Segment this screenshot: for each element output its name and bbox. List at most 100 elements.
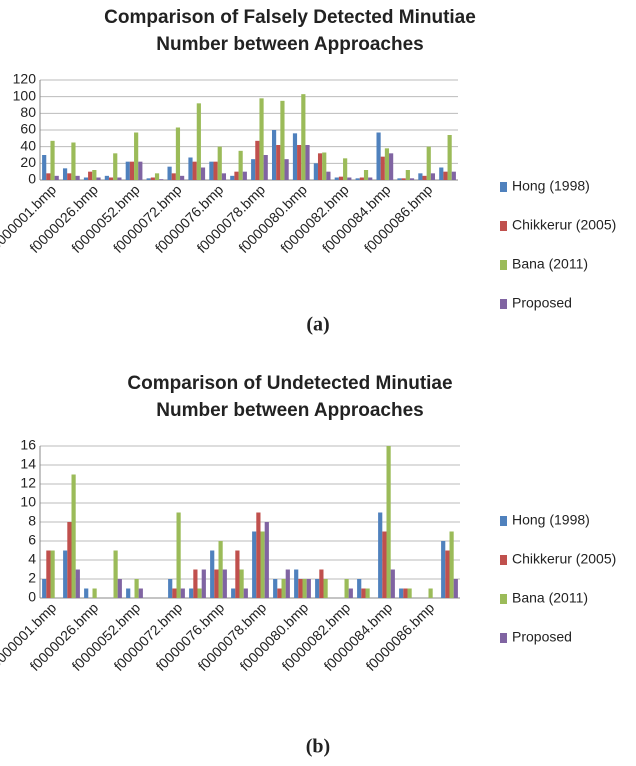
bar (154, 173, 160, 180)
y-tick-label: 16 (20, 437, 36, 453)
y-tick-label: 80 (20, 104, 36, 120)
y-tick-label: 2 (28, 570, 36, 586)
bar (171, 173, 176, 180)
bar (167, 166, 172, 180)
bar (126, 588, 131, 598)
bar (317, 153, 323, 180)
bar (259, 98, 264, 180)
bar (217, 146, 222, 180)
bar (334, 177, 339, 180)
bar (251, 159, 256, 180)
bar (382, 531, 387, 598)
legend-label: Hong (1998) (512, 178, 590, 194)
caption: (a) (306, 314, 329, 336)
bar (113, 153, 118, 180)
bar (230, 175, 235, 180)
bar (380, 156, 385, 180)
bar (306, 579, 311, 598)
bar (92, 170, 97, 180)
bar (50, 140, 55, 180)
bar (273, 579, 278, 598)
bar (401, 178, 406, 180)
bar (96, 177, 101, 180)
bar (365, 588, 370, 598)
bar (445, 550, 450, 598)
bar (62, 168, 68, 180)
bar (428, 588, 433, 598)
legend-label: Chikkerur (2005) (512, 551, 616, 567)
bar (222, 569, 227, 598)
chart-title: Comparison of Falsely Detected Minutiae (104, 7, 476, 28)
legend-label: Bana (2011) (512, 590, 588, 606)
legend-label: Proposed (512, 629, 572, 645)
bar (271, 130, 277, 180)
bar (451, 171, 456, 180)
bar (347, 177, 352, 180)
y-tick-label: 40 (20, 137, 36, 153)
bar (285, 569, 290, 598)
bar (294, 569, 299, 598)
bar (200, 167, 206, 180)
legend-swatch (500, 260, 507, 270)
chart-title: Number between Approaches (156, 400, 423, 421)
y-tick-label: 8 (28, 513, 36, 529)
bar (231, 588, 236, 598)
bar (292, 133, 298, 180)
bar (441, 541, 446, 598)
bar (386, 446, 391, 598)
bar (180, 588, 185, 598)
bar (348, 588, 353, 598)
bar (243, 588, 248, 598)
y-tick-label: 14 (20, 456, 36, 472)
bar (138, 161, 143, 180)
bar (50, 550, 55, 598)
bar (238, 150, 243, 180)
y-tick-label: 4 (28, 551, 36, 567)
bar (138, 588, 143, 598)
bar (397, 178, 402, 180)
bar (117, 579, 122, 598)
bar (323, 579, 328, 598)
bar (242, 171, 247, 180)
bar (361, 588, 366, 598)
bar (134, 132, 139, 180)
bar (146, 178, 151, 180)
bar (83, 177, 89, 180)
bar (399, 588, 404, 598)
legend-label: Proposed (512, 295, 572, 311)
legend-label: Hong (1998) (512, 512, 590, 528)
bar (113, 550, 118, 598)
legend-swatch (500, 633, 507, 643)
bar (407, 588, 412, 598)
legend-label: Chikkerur (2005) (512, 217, 616, 233)
legend-swatch (500, 555, 507, 565)
bar (256, 512, 261, 598)
bar (255, 140, 260, 180)
bar (368, 177, 373, 180)
bar (134, 579, 139, 598)
bar (117, 177, 122, 180)
bar (263, 155, 268, 180)
bar (201, 569, 206, 598)
bar (75, 175, 80, 180)
bar (54, 175, 59, 180)
bar (210, 550, 215, 598)
chart-title: Comparison of Undetected Minutiae (127, 373, 452, 394)
bar (344, 579, 349, 598)
bar (418, 173, 423, 180)
bar (84, 588, 89, 598)
bar (430, 173, 436, 180)
bar (426, 146, 431, 180)
bar (213, 161, 218, 180)
bar (104, 175, 109, 180)
bar (315, 579, 320, 598)
bar (168, 579, 173, 598)
bar (305, 145, 310, 180)
y-tick-label: 120 (13, 71, 37, 87)
bar (214, 569, 219, 598)
bar (359, 177, 364, 180)
y-tick-label: 100 (13, 87, 37, 103)
bar (297, 145, 302, 180)
legend-swatch (500, 516, 507, 526)
